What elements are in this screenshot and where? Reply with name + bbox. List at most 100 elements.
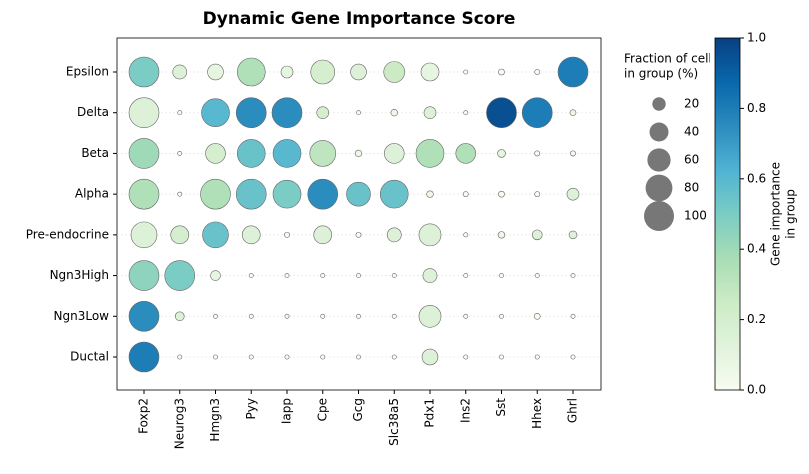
dot (284, 313, 290, 319)
dot (128, 300, 160, 332)
dot (128, 260, 160, 291)
dot (499, 354, 504, 360)
dot (310, 59, 336, 85)
dot (248, 354, 254, 360)
y-tick-label: Ductal (70, 350, 109, 364)
dot (499, 273, 504, 278)
dot (284, 273, 290, 278)
dot (534, 191, 541, 198)
y-tick-label: Pre-endocrine (26, 227, 109, 241)
dot (248, 313, 254, 319)
dot (309, 140, 337, 167)
dot (207, 63, 224, 81)
x-tick-label: Hhex (530, 398, 544, 429)
dot (128, 56, 160, 88)
dot (391, 273, 397, 278)
dot (316, 106, 330, 120)
dot (534, 150, 541, 157)
size-legend-dot (649, 122, 669, 142)
dot (356, 354, 361, 360)
dot (534, 354, 540, 360)
dot (280, 65, 294, 79)
dot (497, 231, 506, 239)
x-tick-label: Pyy (244, 398, 258, 419)
dot (236, 139, 266, 168)
size-legend-label: 40 (684, 125, 699, 139)
x-tick-label: Hmgn3 (208, 398, 222, 442)
dot (177, 191, 183, 197)
dot (486, 97, 517, 129)
dot (356, 110, 361, 116)
x-tick-label: Foxp2 (137, 398, 151, 434)
dot (379, 179, 409, 209)
dot (415, 139, 445, 168)
x-tick-label: Slc38a5 (387, 398, 401, 446)
dot (210, 270, 221, 281)
dot (534, 273, 540, 278)
dot (128, 138, 160, 169)
dot (354, 149, 363, 158)
plot-frame (116, 37, 602, 391)
dot (320, 313, 326, 319)
dot (422, 268, 438, 283)
dot (463, 313, 469, 319)
x-tick-label: Cpe (315, 398, 329, 421)
size-legend-title: in group (%) (624, 67, 698, 81)
dot (418, 304, 442, 328)
y-tick-label: Delta (77, 105, 109, 119)
size-legend-dot (645, 174, 673, 202)
dot (386, 227, 402, 243)
dot (235, 97, 267, 129)
dot (570, 150, 576, 157)
dot (463, 273, 469, 278)
x-tick-label: Iapp (280, 398, 294, 424)
dot (455, 143, 476, 164)
dot (384, 143, 405, 164)
dot (177, 151, 183, 156)
dot (307, 178, 339, 210)
colorbar-tick-label: 0.6 (747, 171, 766, 185)
dot (235, 178, 267, 210)
dot (177, 354, 183, 360)
dot (533, 312, 541, 320)
dot (202, 221, 229, 249)
size-legend-title: Fraction of cells (624, 52, 718, 66)
colorbar-tick-label: 0.4 (747, 242, 766, 256)
colorbar-label: in group (784, 189, 798, 239)
dot (420, 62, 440, 82)
x-tick-label: Sst (494, 398, 508, 417)
colorbar-tick-label: 0.2 (747, 312, 766, 326)
dot (390, 109, 398, 117)
y-tick-label: Alpha (75, 187, 109, 201)
dot (391, 313, 397, 319)
size-legend-label: 60 (684, 153, 699, 167)
dot (128, 341, 160, 373)
y-tick-label: Epsilon (66, 65, 109, 79)
colorbar (714, 37, 741, 391)
size-legend-dot (644, 201, 674, 231)
x-tick-label: Ghrl (566, 398, 580, 423)
dot (521, 97, 553, 129)
dot (570, 273, 576, 278)
dot (205, 143, 226, 164)
dot (271, 97, 303, 129)
dot (172, 64, 188, 80)
dot (570, 313, 576, 319)
dot (313, 225, 333, 245)
dot (320, 354, 326, 360)
y-tick-label: Beta (81, 146, 109, 160)
dot (164, 260, 196, 291)
dot (170, 225, 190, 245)
dot (421, 348, 439, 366)
dot (426, 190, 434, 198)
colorbar-tick-label: 0.0 (747, 383, 766, 397)
dot (356, 273, 361, 278)
dot (498, 190, 505, 198)
dot (346, 181, 371, 207)
dot (284, 231, 290, 238)
size-legend-label: 20 (684, 97, 699, 111)
dot (463, 110, 469, 116)
x-tick-label: Ins2 (458, 398, 472, 423)
dot (462, 191, 469, 198)
